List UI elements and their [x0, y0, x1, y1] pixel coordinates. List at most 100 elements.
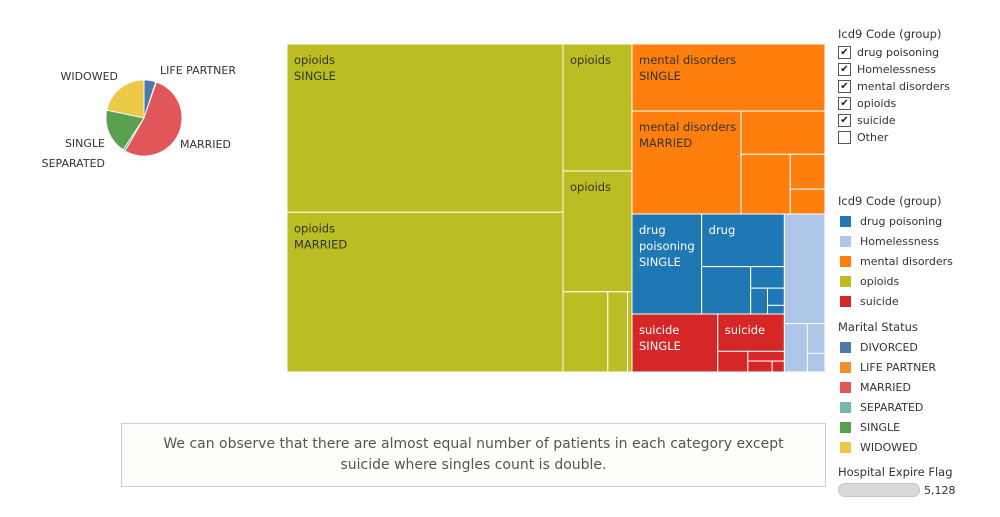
pie-label-married: MARRIED [180, 138, 231, 151]
legend-item-mental-disorders[interactable]: mental disorders [838, 251, 998, 271]
checkbox[interactable]: ✔ [838, 114, 851, 127]
observation-caption: We can observe that there are almost equ… [121, 423, 826, 487]
treemap-cell-drug-poisoning[interactable] [767, 287, 785, 306]
hospital-expire-flag-filter: Hospital Expire Flag 5,128 [838, 465, 998, 497]
legend-swatch [840, 441, 851, 453]
legend-swatch [840, 295, 851, 307]
pie-label-separated: SEPARATED [42, 157, 105, 170]
treemap-cell-label: opioids [294, 221, 335, 235]
legend-label: SINGLE [860, 420, 901, 434]
pie-label-life-partner: LIFE PARTNER [160, 64, 236, 77]
treemap-cell-label: SINGLE [639, 255, 681, 269]
treemap-cell-suicide[interactable] [747, 350, 785, 362]
legend-label: drug poisoning [860, 214, 943, 228]
checkbox[interactable]: ✔ [838, 46, 851, 59]
legend-swatch [840, 215, 851, 227]
legend-swatch [840, 275, 851, 287]
filter-item-mental-disorders[interactable]: ✔ mental disorders [838, 78, 998, 95]
treemap-cell-opioids[interactable] [562, 44, 633, 172]
checkbox[interactable] [838, 131, 851, 144]
marital-status-legend: Marital Status DIVORCED LIFE PARTNER MARRI… [838, 320, 998, 457]
treemap-cell-label: opioids [570, 53, 611, 67]
treemap-cell-drug-poisoning[interactable] [767, 304, 785, 315]
marital-status-pie-chart: LIFE PARTNER MARRIED SEPARATED SINGLE WIDOWE… [42, 64, 237, 170]
legend-item-drug-poisoning[interactable]: drug poisoning [838, 211, 998, 231]
legend-swatch [840, 401, 851, 413]
treemap-cell-homelessness[interactable] [806, 352, 825, 372]
treemap-cell-drug-poisoning[interactable] [750, 287, 769, 315]
treemap-cell-opioids[interactable] [607, 291, 629, 372]
legend-label: suicide [860, 294, 899, 308]
filter-title: Icd9 Code (group) [838, 27, 942, 41]
treemap-cell-suicide[interactable] [717, 350, 749, 372]
treemap-cell-label: suicide [639, 323, 679, 337]
treemap-cell-homelessness[interactable] [783, 213, 825, 325]
treemap-cell-suicide[interactable] [631, 313, 719, 372]
icd9-color-legend: Icd9 Code (group) drug poisoning Homeless… [838, 194, 998, 311]
checkbox[interactable]: ✔ [838, 63, 851, 76]
treemap-cell-mental-disorders[interactable] [740, 110, 825, 155]
legend-item-divorced[interactable]: DIVORCED [838, 337, 998, 357]
pie-slice-widowed[interactable] [106, 79, 145, 119]
treemap-cell-drug-poisoning[interactable] [701, 266, 752, 315]
legend-swatch [840, 381, 851, 393]
treemap-cell-label: drug [639, 223, 666, 237]
treemap-cell-homelessness[interactable] [806, 323, 825, 354]
treemap-cell-opioids[interactable] [287, 44, 564, 213]
filter-item-label: Other [857, 131, 889, 144]
treemap-cell-homelessness[interactable] [783, 323, 808, 372]
icd9-treemap: opioids SINGLE opioids MARRIED opioids opioid… [287, 44, 825, 372]
expire-flag-value: 5,128 [924, 483, 956, 497]
filter-item-homelessness[interactable]: ✔ Homelessness [838, 61, 998, 78]
icd9-filter-panel: Icd9 Code (group) ✔ drug poisoning ✔ Homele… [838, 27, 998, 146]
checkbox[interactable]: ✔ [838, 80, 851, 93]
pie-label-widowed: WIDOWED [60, 70, 118, 83]
legend-item-widowed[interactable]: WIDOWED [838, 437, 998, 457]
treemap-cell-drug-poisoning[interactable] [750, 266, 785, 289]
legend-label: Homelessness [860, 234, 939, 248]
treemap-cell-label: opioids [294, 53, 335, 67]
pie-slice-married[interactable] [124, 81, 183, 157]
treemap-cell-label: opioids [570, 180, 611, 194]
legend-item-opioids[interactable]: opioids [838, 271, 998, 291]
treemap-cell-suicide[interactable] [771, 360, 785, 372]
filter-item-other[interactable]: Other [838, 129, 998, 146]
treemap-cell-drug-poisoning[interactable] [631, 213, 703, 315]
treemap-cell-mental-disorders[interactable] [631, 110, 742, 215]
treemap-cell-label: poisoning [639, 239, 695, 253]
treemap-cell-drug-poisoning[interactable] [701, 213, 785, 268]
treemap-cell-label: drug [709, 223, 736, 237]
treemap-cell-mental-disorders[interactable] [789, 153, 825, 190]
checkbox[interactable]: ✔ [838, 97, 851, 110]
filter-item-drug-poisoning[interactable]: ✔ drug poisoning [838, 44, 998, 61]
filter-item-suicide[interactable]: ✔ suicide [838, 112, 998, 129]
treemap-group-drug-poisoning: drug poisoning SINGLE drug [631, 213, 785, 315]
legend-label: DIVORCED [860, 340, 918, 354]
treemap-cell-mental-disorders[interactable] [789, 188, 825, 215]
legend-item-married[interactable]: MARRIED [838, 377, 998, 397]
filter-item-label: opioids [857, 97, 897, 110]
treemap-group-suicide: suicide SINGLE suicide [631, 313, 785, 372]
legend-item-single[interactable]: SINGLE [838, 417, 998, 437]
legend-item-homelessness[interactable]: Homelessness [838, 231, 998, 251]
treemap-cell-opioids[interactable] [627, 291, 633, 372]
treemap-group-mental-disorders: mental disorders SINGLE mental disorders MA… [631, 44, 825, 215]
legend-swatch [840, 341, 851, 353]
expire-flag-slider[interactable] [838, 483, 920, 497]
treemap-cell-mental-disorders[interactable] [740, 153, 791, 215]
treemap-cell-suicide[interactable] [747, 360, 773, 372]
treemap-cell-label: MARRIED [294, 237, 347, 251]
caption-text: We can observe that there are almost equ… [163, 436, 784, 473]
pie-slice-single[interactable] [105, 109, 145, 151]
filter-item-opioids[interactable]: ✔ opioids [838, 95, 998, 112]
treemap-cell-label: SINGLE [294, 69, 336, 83]
legend-item-suicide[interactable]: suicide [838, 291, 998, 311]
filter-item-label: drug poisoning [857, 46, 940, 59]
treemap-cell-opioids[interactable] [287, 211, 564, 372]
legend-item-life-partner[interactable]: LIFE PARTNER [838, 357, 998, 377]
treemap-cell-label: mental disorders [639, 120, 736, 134]
legend-label: MARRIED [860, 380, 911, 394]
legend-item-separated[interactable]: SEPARATED [838, 397, 998, 417]
treemap-cell-opioids[interactable] [562, 291, 609, 372]
filter-item-label: suicide [857, 114, 896, 127]
